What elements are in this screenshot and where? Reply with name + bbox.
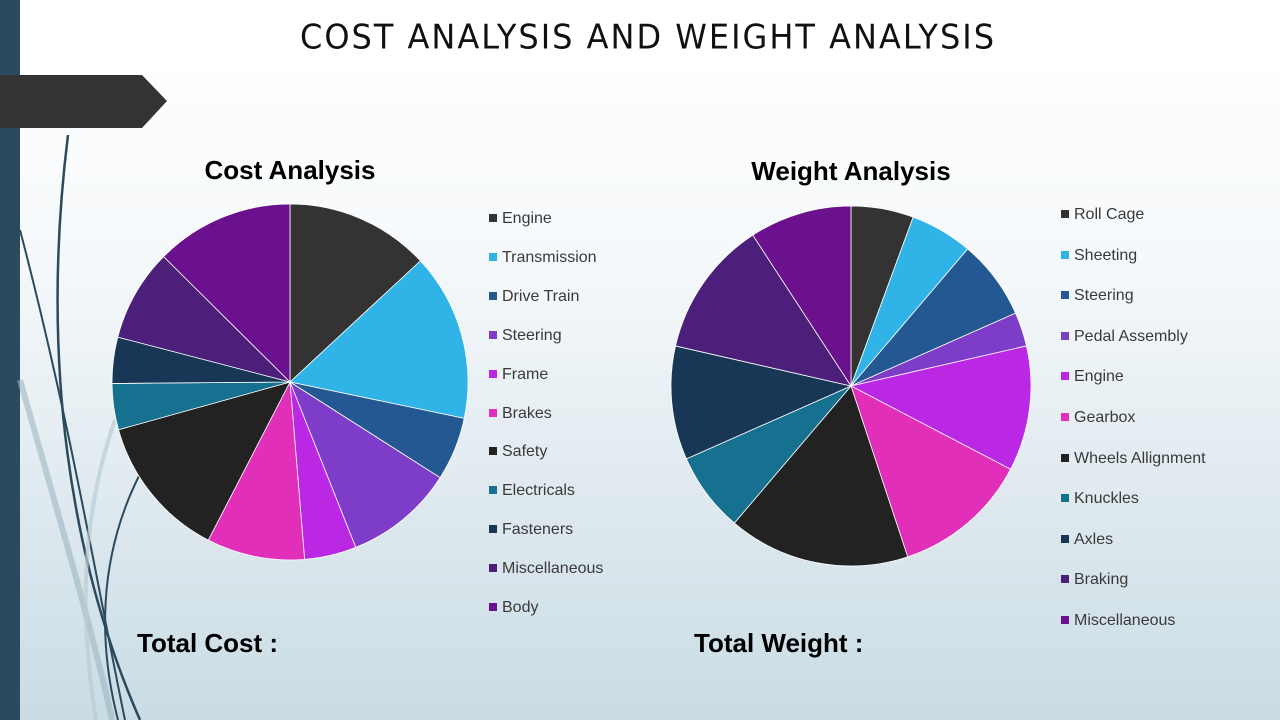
- legend-label: Frame: [502, 365, 549, 383]
- legend-label: Roll Cage: [1074, 206, 1145, 223]
- legend-label: Axles: [1074, 530, 1114, 548]
- legend-label: Engine: [1074, 368, 1124, 386]
- slide-title: COST ANALYSIS AND WEIGHT ANALYSIS: [299, 17, 997, 57]
- cost-pie-chart: [111, 203, 469, 561]
- weight-legend-item-gearbox: Gearbox: [1061, 409, 1135, 427]
- legend-label: Gearbox: [1074, 409, 1136, 426]
- weight-slice-wheels-allignment: [733, 385, 909, 567]
- weight-slice-engine: [849, 345, 1032, 470]
- legend-label: Steering: [1074, 287, 1134, 305]
- legend-swatch: [489, 525, 497, 534]
- weight-chart-title: Weight Analysis: [751, 156, 951, 186]
- cost-legend-item-brakes: Brakes: [489, 405, 552, 423]
- cost-legend-item-frame: Frame: [489, 366, 548, 384]
- legend-label: Pedal Assembly: [1074, 327, 1188, 345]
- total-weight-label: Total Weight :: [694, 628, 864, 658]
- legend-swatch: [489, 564, 497, 573]
- legend-label: Sheeting: [1074, 246, 1138, 264]
- legend-label: Brakes: [502, 404, 552, 422]
- weight-legend-item-sheeting: Sheeting: [1061, 247, 1137, 265]
- decorative-curves: [17, 134, 143, 720]
- legend-swatch: [1061, 291, 1069, 300]
- legend-swatch: [489, 330, 497, 339]
- cost-chart-title: Cost Analysis: [204, 155, 376, 185]
- weight-slice-miscellaneous: [752, 205, 852, 388]
- legend-swatch: [1061, 534, 1069, 543]
- legend-label: Fasteners: [502, 521, 574, 539]
- weight-legend-item-braking: Braking: [1061, 571, 1128, 589]
- legend-label: Miscellaneous: [1074, 612, 1176, 629]
- legend-swatch: [1061, 494, 1069, 503]
- cost-slice-brakes: [207, 380, 306, 561]
- legend-label: Engine: [502, 210, 552, 227]
- legend-label: Wheels Allignment: [1074, 449, 1206, 467]
- weight-legend-item-axles: Axles: [1061, 531, 1113, 549]
- cost-legend-item-transmission: Transmission: [489, 249, 597, 267]
- cost-slice-engine: [289, 203, 422, 383]
- cost-slice-safety: [118, 381, 291, 541]
- legend-swatch: [1061, 372, 1069, 381]
- weight-slice-gearbox: [850, 385, 1012, 558]
- title-ribbon: [0, 75, 167, 128]
- legend-swatch: [489, 408, 497, 417]
- weight-legend-item-pedal-assembly: Pedal Assembly: [1061, 328, 1188, 346]
- cost-legend-item-steering: Steering: [489, 327, 562, 345]
- legend-swatch: [1061, 453, 1069, 462]
- legend-label: Body: [502, 599, 539, 616]
- left-accent-bar: [0, 0, 20, 720]
- cost-slice-miscellaneous: [117, 256, 292, 383]
- legend-swatch: [489, 214, 497, 222]
- legend-label: Braking: [1074, 571, 1129, 589]
- weight-slice-axles: [670, 345, 853, 460]
- legend-swatch: [489, 486, 497, 495]
- total-cost-label: Total Cost :: [137, 628, 279, 658]
- weight-legend-item-steering: Steering: [1061, 287, 1134, 305]
- legend-label: Steering: [502, 326, 562, 344]
- legend-swatch: [489, 447, 497, 456]
- cost-legend-item-fasteners: Fasteners: [489, 521, 573, 539]
- legend-label: Safety: [502, 443, 548, 461]
- legend-swatch: [1061, 616, 1069, 624]
- legend-label: Knuckles: [1074, 490, 1139, 508]
- legend-swatch: [1061, 413, 1069, 421]
- legend-label: Transmission: [502, 248, 597, 266]
- legend-swatch: [1061, 210, 1069, 218]
- cost-slice-transmission: [289, 260, 469, 419]
- legend-swatch: [489, 369, 497, 378]
- weight-pie-chart: [670, 205, 1032, 567]
- weight-legend-item-roll-cage: Roll Cage: [1061, 206, 1144, 224]
- cost-legend-item-drive-train: Drive Train: [489, 288, 579, 306]
- cost-legend-item-safety: Safety: [489, 443, 547, 461]
- legend-label: Miscellaneous: [502, 560, 604, 578]
- legend-label: Drive Train: [502, 287, 580, 305]
- cost-legend-item-body: Body: [489, 599, 538, 617]
- legend-swatch: [1061, 575, 1069, 584]
- weight-legend-item-engine: Engine: [1061, 368, 1124, 386]
- legend-swatch: [1061, 250, 1069, 259]
- cost-legend-item-engine: Engine: [489, 210, 552, 228]
- cost-legend-item-miscellaneous: Miscellaneous: [489, 560, 603, 578]
- legend-label: Electricals: [502, 482, 575, 500]
- legend-swatch: [489, 603, 497, 611]
- title-band: [20, 0, 1280, 74]
- legend-swatch: [489, 252, 497, 261]
- weight-legend-item-knuckles: Knuckles: [1061, 490, 1139, 508]
- cost-legend-item-electricals: Electricals: [489, 482, 575, 500]
- weight-legend-item-miscellaneous: Miscellaneous: [1061, 612, 1175, 630]
- legend-swatch: [489, 291, 497, 300]
- cost-slice-body: [163, 203, 291, 383]
- cost-slice-steering: [289, 380, 441, 548]
- weight-slice-braking: [675, 234, 852, 387]
- legend-swatch: [1061, 331, 1069, 340]
- weight-legend-item-wheels-allignment: Wheels Allignment: [1061, 450, 1206, 468]
